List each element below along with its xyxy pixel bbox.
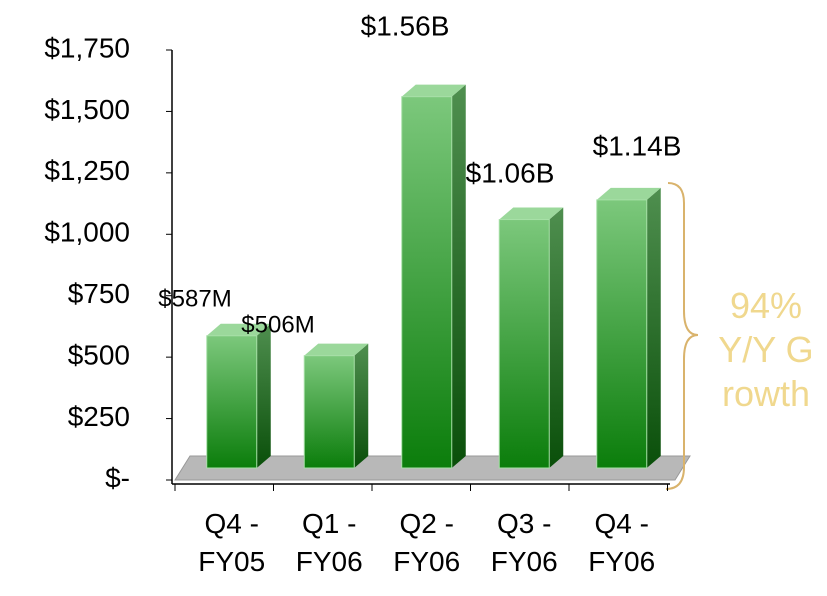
bar xyxy=(303,355,355,469)
value-label: $1.14B xyxy=(593,130,682,161)
y-tick-label: $1,500 xyxy=(44,94,130,125)
value-label: $587M xyxy=(158,285,231,312)
bar-side xyxy=(549,207,564,469)
bar-side xyxy=(646,187,661,468)
y-tick-label: $500 xyxy=(68,340,130,371)
annotation: 94% Y/Y Growth xyxy=(718,285,814,414)
y-tick-label: $1,250 xyxy=(44,155,130,186)
x-tick-label: Q4 - FY06 xyxy=(588,508,656,577)
value-label: $1.06B xyxy=(466,157,555,188)
y-tick-label: $1,750 xyxy=(44,32,130,63)
y-tick-label: $- xyxy=(105,462,130,493)
y-tick-label: $750 xyxy=(68,278,130,309)
x-tick-label: Q3 - FY06 xyxy=(490,508,558,577)
x-tick-label: Q2 - FY06 xyxy=(393,508,461,577)
x-tick-label: Q4 - FY05 xyxy=(198,508,266,577)
bar xyxy=(401,96,453,469)
bar xyxy=(498,219,550,469)
bar xyxy=(596,199,648,469)
bar-top xyxy=(304,343,369,356)
bar-top xyxy=(596,187,661,200)
brace xyxy=(665,182,699,490)
bar-side xyxy=(354,343,369,468)
bar-top xyxy=(499,207,564,220)
value-label: $1.56B xyxy=(361,10,450,41)
bar xyxy=(206,335,258,469)
bar-side xyxy=(256,323,271,468)
y-tick-label: $250 xyxy=(68,401,130,432)
y-tick-label: $1,000 xyxy=(44,217,130,248)
bar-side xyxy=(451,84,466,468)
x-tick-label: Q1 - FY06 xyxy=(295,508,363,577)
value-label: $506M xyxy=(241,311,314,338)
bar-top xyxy=(401,84,466,97)
bar-top xyxy=(206,323,271,336)
